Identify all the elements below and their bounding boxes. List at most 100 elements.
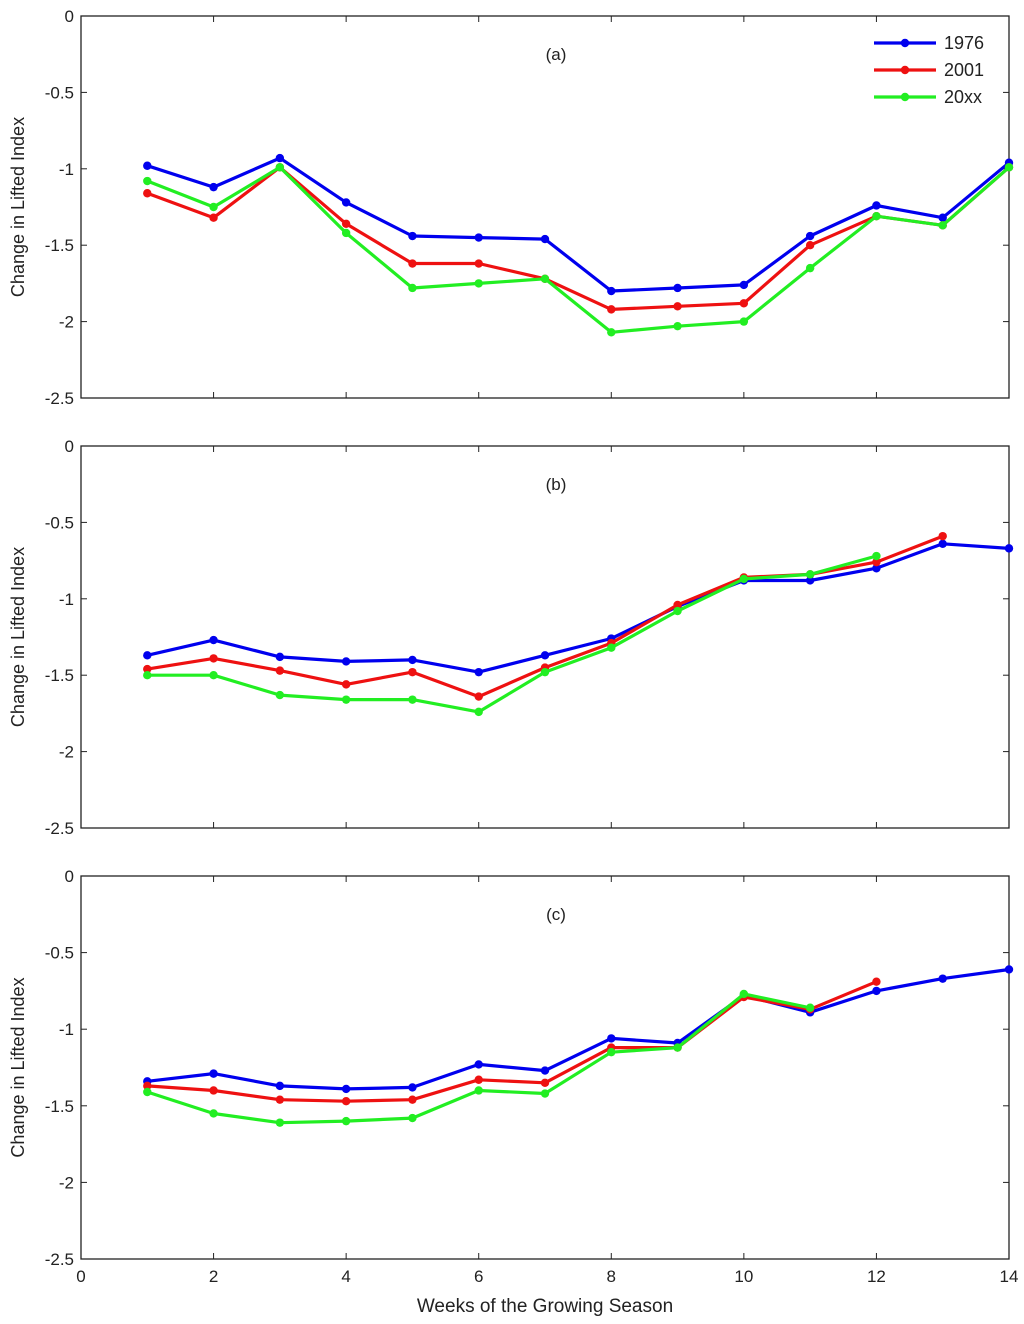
- plot-frame: [80, 15, 1010, 399]
- data-point-1976: [540, 234, 550, 244]
- data-point-20xx: [739, 989, 749, 999]
- data-point-1976: [938, 213, 947, 222]
- x-tick-label: 4: [341, 1267, 350, 1286]
- y-tick-label: -2.5: [45, 1250, 74, 1269]
- data-point-1976: [607, 286, 616, 296]
- legend: 1976 2001 20xx: [874, 33, 984, 107]
- data-point-2001: [408, 1095, 417, 1104]
- data-point-20xx: [408, 283, 417, 293]
- data-point-1976: [275, 153, 285, 163]
- data-point-20xx: [275, 1118, 285, 1127]
- legend-label-1976: 1976: [944, 33, 984, 53]
- series-line-20xx: [146, 165, 1011, 334]
- data-point-20xx: [607, 328, 616, 337]
- data-point-20xx: [540, 1089, 550, 1098]
- data-point-20xx: [143, 1087, 152, 1097]
- data-point-1976: [408, 655, 417, 665]
- data-point-20xx: [805, 1003, 815, 1012]
- data-point-20xx: [341, 695, 351, 704]
- data-point-1976: [341, 1084, 351, 1094]
- data-point-20xx: [275, 690, 285, 700]
- panel-label: (a): [546, 45, 567, 64]
- legend-marker-2001: [900, 65, 910, 75]
- data-point-1976: [143, 161, 152, 170]
- data-point-1976: [805, 231, 815, 241]
- data-point-2001: [474, 1075, 483, 1084]
- data-point-1976: [872, 564, 881, 573]
- data-point-1976: [143, 651, 152, 660]
- series-line-1976: [147, 967, 1010, 1091]
- data-point-1976: [872, 986, 881, 996]
- panel-label: (b): [546, 475, 567, 494]
- data-point-1976: [341, 198, 351, 207]
- y-tick-label: -1: [59, 160, 74, 179]
- data-point-20xx: [607, 1047, 616, 1057]
- data-point-20xx: [739, 317, 749, 326]
- y-tick-label: -1.5: [45, 236, 74, 255]
- data-point-2001: [143, 1081, 152, 1091]
- x-tick-label: 0: [76, 1267, 85, 1286]
- y-tick-label: -1.5: [45, 1097, 74, 1116]
- data-point-20xx: [143, 671, 152, 680]
- data-point-2001: [408, 259, 417, 268]
- data-point-20xx: [938, 221, 947, 230]
- data-point-1976: [209, 635, 218, 645]
- data-point-2001: [673, 600, 682, 610]
- data-point-20xx: [607, 643, 616, 652]
- data-point-20xx: [872, 211, 881, 221]
- data-point-2001: [474, 259, 483, 268]
- data-point-2001: [805, 241, 815, 250]
- plot-frame: [80, 445, 1010, 829]
- data-point-2001: [275, 1095, 285, 1104]
- data-point-1976: [1004, 544, 1014, 553]
- data-point-1976: [474, 667, 483, 677]
- y-tick-label: 0: [65, 867, 74, 886]
- panel-label: (c): [546, 905, 566, 924]
- data-point-20xx: [673, 1043, 682, 1052]
- data-point-20xx: [408, 695, 417, 704]
- data-point-1976: [1004, 965, 1014, 974]
- data-point-1976: [673, 283, 682, 293]
- series-line-2001: [147, 980, 878, 1103]
- data-point-20xx: [739, 574, 749, 584]
- series-line-1976: [146, 156, 1011, 293]
- data-point-20xx: [408, 1113, 417, 1123]
- data-point-1976: [805, 576, 815, 585]
- x-axis-label: Weeks of the Growing Season: [417, 1296, 673, 1317]
- data-point-1976: [209, 182, 218, 192]
- data-point-1976: [872, 201, 881, 210]
- y-axis-label: Change in Lifted Index: [8, 117, 28, 297]
- data-point-1976: [275, 652, 285, 662]
- data-point-1976: [607, 1034, 616, 1043]
- data-point-2001: [938, 531, 947, 541]
- data-point-1976: [275, 1081, 285, 1091]
- data-point-20xx: [540, 667, 550, 677]
- data-point-2001: [209, 213, 218, 222]
- data-point-1976: [938, 539, 947, 548]
- chart-panel-1: 0 -0.5 -1 -1.5 -2 -2.5 Change in Lifted Index (…: [8, 7, 1014, 408]
- data-point-2001: [143, 664, 152, 674]
- data-point-20xx: [143, 176, 152, 186]
- y-tick-label: -1: [59, 590, 74, 609]
- data-point-2001: [474, 692, 483, 701]
- data-point-20xx: [341, 1116, 351, 1126]
- x-tick-label: 10: [734, 1267, 753, 1286]
- data-point-20xx: [474, 1086, 483, 1095]
- data-point-20xx: [341, 228, 351, 238]
- x-tick-label: 14: [1000, 1267, 1019, 1286]
- data-point-2001: [408, 667, 417, 677]
- data-point-2001: [739, 299, 749, 308]
- y-axis-label: Change in Lifted Index: [8, 977, 28, 1157]
- data-point-20xx: [474, 707, 483, 717]
- chart-panel-2: 0 -0.5 -1 -1.5 -2 -2.5 Change in Lifted Index (…: [8, 437, 1014, 838]
- x-tick-label: 8: [607, 1267, 616, 1286]
- x-tick-label: 6: [474, 1267, 483, 1286]
- y-tick-label: -1: [59, 1020, 74, 1039]
- data-point-2001: [275, 666, 285, 675]
- data-point-20xx: [540, 274, 550, 284]
- y-tick-label: -2.5: [45, 819, 74, 838]
- y-tick-label: -2: [59, 313, 74, 332]
- data-point-20xx: [275, 163, 285, 172]
- y-tick-label: -2: [59, 1173, 74, 1192]
- series-line-20xx: [147, 554, 877, 714]
